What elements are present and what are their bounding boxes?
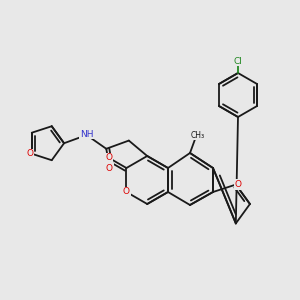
Text: NH: NH bbox=[80, 130, 93, 139]
Text: O: O bbox=[123, 188, 130, 196]
Text: O: O bbox=[105, 153, 112, 162]
Text: Cl: Cl bbox=[234, 56, 242, 65]
Text: CH₃: CH₃ bbox=[191, 130, 205, 140]
Text: O: O bbox=[234, 180, 241, 189]
Text: O: O bbox=[106, 164, 113, 173]
Text: O: O bbox=[26, 149, 33, 158]
